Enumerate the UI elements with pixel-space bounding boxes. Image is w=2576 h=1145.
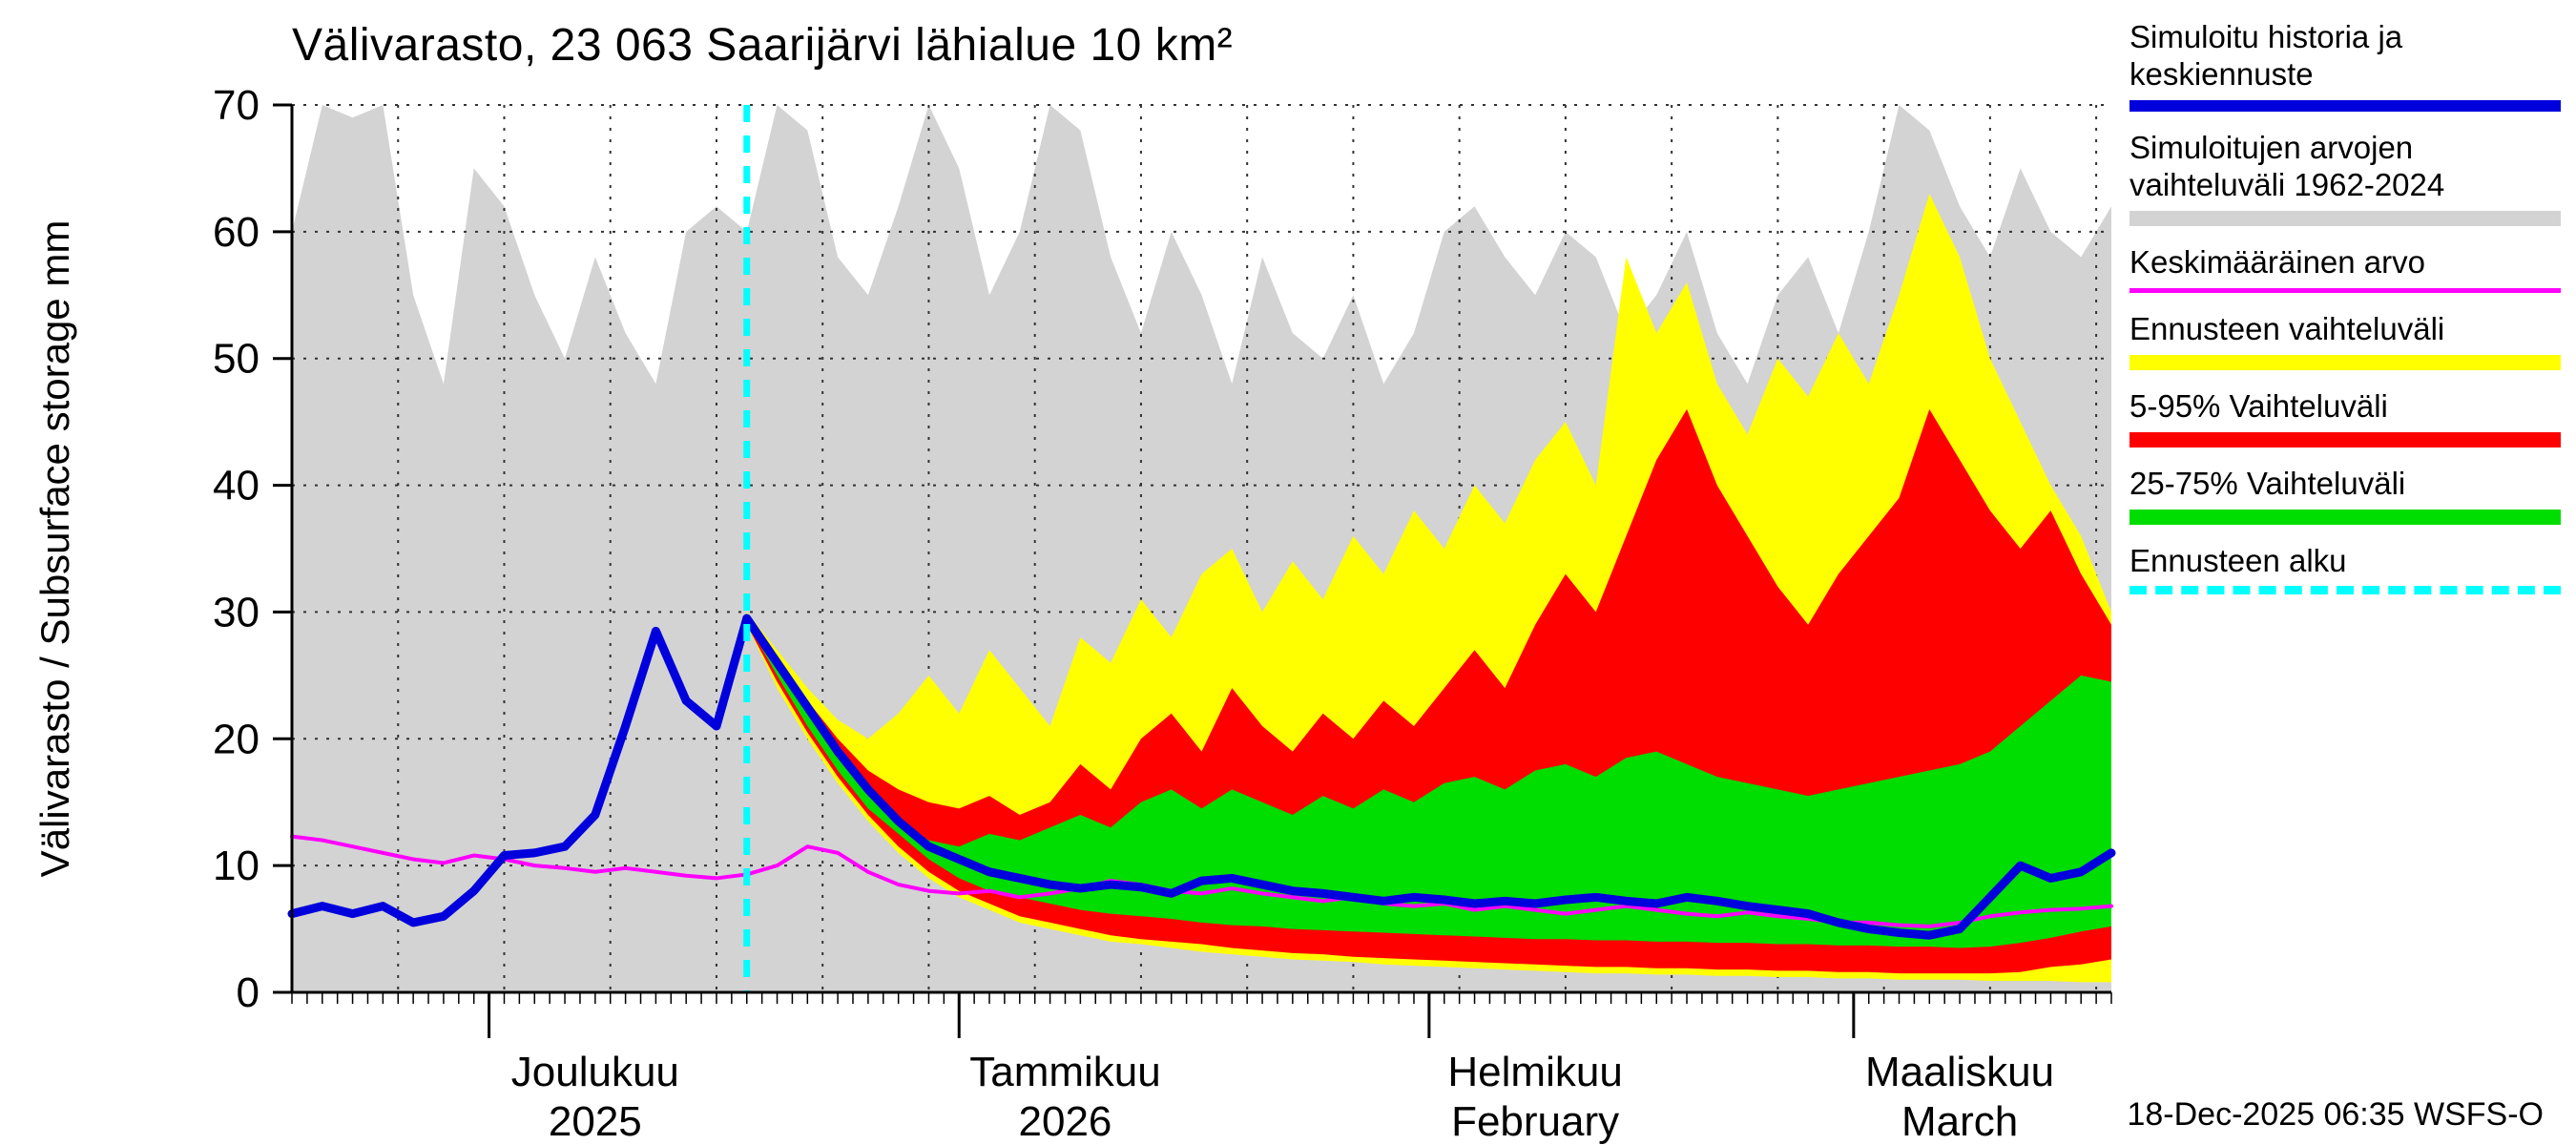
y-tick-label: 20 xyxy=(213,716,260,762)
y-tick-label: 40 xyxy=(213,463,260,510)
month-sublabel: 2026 xyxy=(1019,1098,1112,1145)
y-tick-label: 30 xyxy=(213,589,260,635)
legend-item-marker xyxy=(2129,99,2561,112)
legend-item-marker xyxy=(2129,287,2561,293)
legend-item-label: Keskimääräinen arvo xyxy=(2129,243,2425,280)
legend-item-label: Ennusteen alku xyxy=(2129,542,2347,578)
y-tick-label: 70 xyxy=(213,82,260,129)
legend-item-label: Ennusteen vaihteluväli xyxy=(2129,310,2445,346)
y-tick-label: 10 xyxy=(213,843,260,889)
legend-item-1: Simuloitujen arvojen vaihteluväli 1962-2… xyxy=(2129,130,2561,226)
month-sublabel: March xyxy=(1901,1098,2018,1145)
month-label: Helmikuu xyxy=(1447,1049,1622,1095)
legend-item-label: 25-75% Vaihteluväli xyxy=(2129,465,2406,501)
history-forecast-line xyxy=(287,614,2116,940)
legend-item-marker xyxy=(2129,354,2561,370)
legend-item-label: Simuloitujen arvojen vaihteluväli 1962-2… xyxy=(2129,129,2445,202)
legend-item-marker xyxy=(2129,586,2561,595)
legend: Simuloitu historia ja keskiennuste Simulo… xyxy=(2129,19,2561,613)
legend-item-2: Keskimääräinen arvo xyxy=(2129,244,2561,293)
legend-item-5: 25-75% Vaihteluväli xyxy=(2129,466,2561,525)
y-axis-label: Välivarasto / Subsurface storage mm xyxy=(32,219,77,878)
month-label: Tammikuu xyxy=(969,1049,1161,1095)
legend-item-3: Ennusteen vaihteluväli xyxy=(2129,311,2561,370)
month-label: Maaliskuu xyxy=(1865,1049,2054,1095)
legend-item-0: Simuloitu historia ja keskiennuste xyxy=(2129,19,2561,112)
legend-item-label: Simuloitu historia ja keskiennuste xyxy=(2129,19,2403,92)
legend-item-marker xyxy=(2129,431,2561,448)
legend-item-marker xyxy=(2129,210,2561,226)
legend-item-marker xyxy=(2129,509,2561,525)
month-sublabel: 2025 xyxy=(549,1098,642,1145)
month-label: Joulukuu xyxy=(511,1049,679,1095)
mean-value-line xyxy=(290,834,2113,928)
legend-item-4: 5-95% Vaihteluväli xyxy=(2129,388,2561,448)
chart-title: Välivarasto, 23 063 Saarijärvi lähialue … xyxy=(292,20,1234,71)
month-sublabel: February xyxy=(1451,1098,1619,1145)
legend-item-6: Ennusteen alku xyxy=(2129,543,2561,595)
y-tick-label: 50 xyxy=(213,336,260,383)
legend-item-label: 5-95% Vaihteluväli xyxy=(2129,387,2388,424)
timestamp: 18-Dec-2025 06:35 WSFS-O xyxy=(2127,1096,2544,1133)
p25-75-band xyxy=(746,618,2111,948)
y-tick-label: 60 xyxy=(213,209,260,256)
y-tick-label: 0 xyxy=(237,969,260,1016)
